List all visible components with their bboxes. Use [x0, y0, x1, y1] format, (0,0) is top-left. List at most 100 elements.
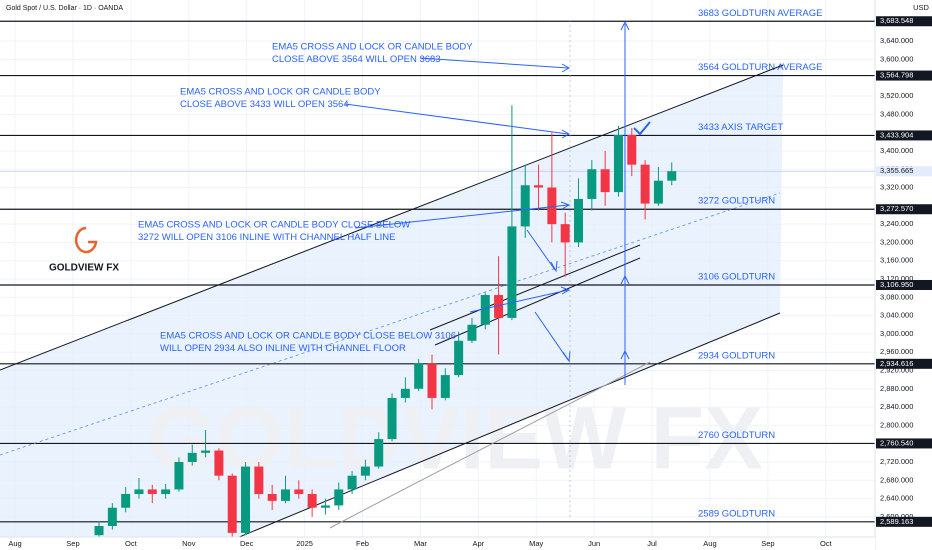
candle-body	[241, 466, 251, 533]
x-tick-label: May	[529, 539, 543, 548]
last-price-tag	[876, 166, 932, 177]
y-tick-label: 2,920.000	[880, 365, 913, 374]
y-tick-label: 3,640.000	[880, 36, 913, 45]
price-axis-bg	[875, 0, 932, 550]
level-tag	[876, 130, 932, 141]
last-price-label: 3,355.665	[880, 166, 913, 175]
candle-body	[613, 134, 623, 193]
candle-body	[653, 180, 663, 204]
level-tag	[876, 70, 932, 81]
candle-body	[294, 489, 304, 495]
y-tick-label: 3,000.000	[880, 329, 913, 338]
channel-top	[0, 64, 784, 371]
x-tick-label: Aug	[8, 539, 21, 548]
y-tick-label: 3,160.000	[880, 256, 913, 265]
level-tag-label: 3,683.548	[880, 16, 913, 25]
annotation: EMA5 CROSS AND LOCK OR CANDLE BODY	[180, 87, 381, 98]
candle-body	[600, 169, 610, 193]
candle-body	[254, 466, 264, 495]
y-tick-label: 2,680.000	[880, 475, 913, 484]
annotation: EMA5 CROSS AND LOCK OR CANDLE BODY CLOSE…	[160, 331, 456, 342]
annotation: WILL OPEN 2934 ALSO INLINE WITH CHANNEL …	[160, 343, 406, 354]
x-tick-label: Dec	[240, 539, 254, 548]
x-tick-label: 2025	[296, 539, 313, 548]
candle-body	[227, 475, 237, 533]
candles	[94, 105, 677, 545]
level-name: 3683 GOLDTURN AVERAGE	[698, 8, 822, 19]
y-tick-label: 3,520.000	[880, 91, 913, 100]
axes: 3,640.000 3,600.000 3,520.000 3,480.000 3,40…	[8, 16, 932, 548]
level-name: 3564 GOLDTURN AVERAGE	[698, 62, 822, 73]
candle-body	[507, 226, 517, 318]
x-tick-label: Mar	[414, 539, 427, 548]
chart-title: Gold Spot / U.S. Dollar · 1D · OANDA	[6, 5, 123, 12]
level-tag-label: 2,760.540	[880, 438, 913, 447]
x-tick-label: Aug	[703, 539, 716, 548]
level-tag-label: 3,433.904	[880, 130, 913, 139]
annotation: EMA5 CROSS AND LOCK OR CANDLE BODY CLOSE…	[138, 220, 410, 231]
candle-body	[134, 489, 144, 495]
candle-body	[414, 363, 424, 389]
annotation: CLOSE ABOVE 3433 WILL OPEN 3564	[180, 99, 349, 110]
currency: USD	[913, 3, 929, 12]
y-tick-label: 2,880.000	[880, 384, 913, 393]
logo-mark	[74, 226, 98, 254]
candle-body	[147, 489, 157, 495]
candle-body	[534, 185, 544, 188]
x-tick-label: Oct	[125, 539, 138, 548]
mini-channel-top	[429, 244, 641, 331]
level-tag-label: 3,272.570	[880, 204, 913, 213]
level-name: 2589 GOLDTURN	[698, 508, 775, 519]
y-tick-label: 3,120.000	[880, 274, 913, 283]
x-tick-label: Jul	[647, 539, 657, 548]
level-name: 3272 GOLDTURN	[698, 196, 775, 207]
x-tick-label: Apr	[472, 539, 484, 548]
y-tick-label: 3,040.000	[880, 311, 913, 320]
time-axis-bg	[0, 537, 875, 550]
channel-fill	[0, 65, 783, 545]
level-name: 2760 GOLDTURN	[698, 430, 775, 441]
candle-body	[121, 494, 131, 508]
y-tick-label: 2,720.000	[880, 457, 913, 466]
candle-body	[320, 505, 330, 508]
y-tick-label: 3,320.000	[880, 183, 913, 192]
y-tick-label: 2,960.000	[880, 347, 913, 356]
y-tick-label: 3,600.000	[880, 54, 913, 63]
x-tick-label: Sep	[66, 539, 79, 548]
level-tag	[876, 279, 932, 290]
candle-body	[627, 134, 637, 165]
level-tag-label: 2,934.616	[880, 359, 913, 368]
y-tick-label: 2,800.000	[880, 420, 913, 429]
level-tag	[876, 16, 932, 27]
candle-body	[440, 375, 450, 398]
level-tag-label: 3,564.798	[880, 71, 913, 80]
y-tick-label: 2,640.000	[880, 494, 913, 503]
candle-body	[280, 489, 290, 501]
candle-body	[174, 461, 184, 490]
x-tick-label: Oct	[820, 539, 833, 548]
candle-body	[574, 198, 584, 243]
candle-body	[400, 388, 410, 398]
candle-body	[640, 164, 650, 204]
candle-body	[374, 439, 384, 467]
candle-body	[520, 185, 530, 227]
y-tick-label: 3,240.000	[880, 219, 913, 228]
candle-body	[347, 475, 357, 490]
channel-mid	[0, 192, 781, 456]
arrows	[344, 20, 651, 520]
candle-body	[307, 494, 317, 508]
annotation: 3272 WILL OPEN 3106 INLINE WITH CHANNEL …	[138, 232, 395, 243]
level-name: 3106 GOLDTURN	[698, 272, 775, 283]
y-tick-label: 3,200.000	[880, 237, 913, 246]
watermark: GOLDVIEW FX	[147, 388, 763, 487]
level-tag-label: 2,589.163	[880, 517, 913, 526]
x-tick-label: Jun	[588, 539, 600, 548]
candle-body	[187, 452, 197, 462]
level-tag	[876, 516, 932, 527]
x-tick-label: Nov	[182, 539, 196, 548]
y-tick-label: 3,400.000	[880, 146, 913, 155]
candle-body	[454, 340, 464, 376]
candle-body	[214, 450, 224, 476]
y-tick-label: 2,840.000	[880, 402, 913, 411]
